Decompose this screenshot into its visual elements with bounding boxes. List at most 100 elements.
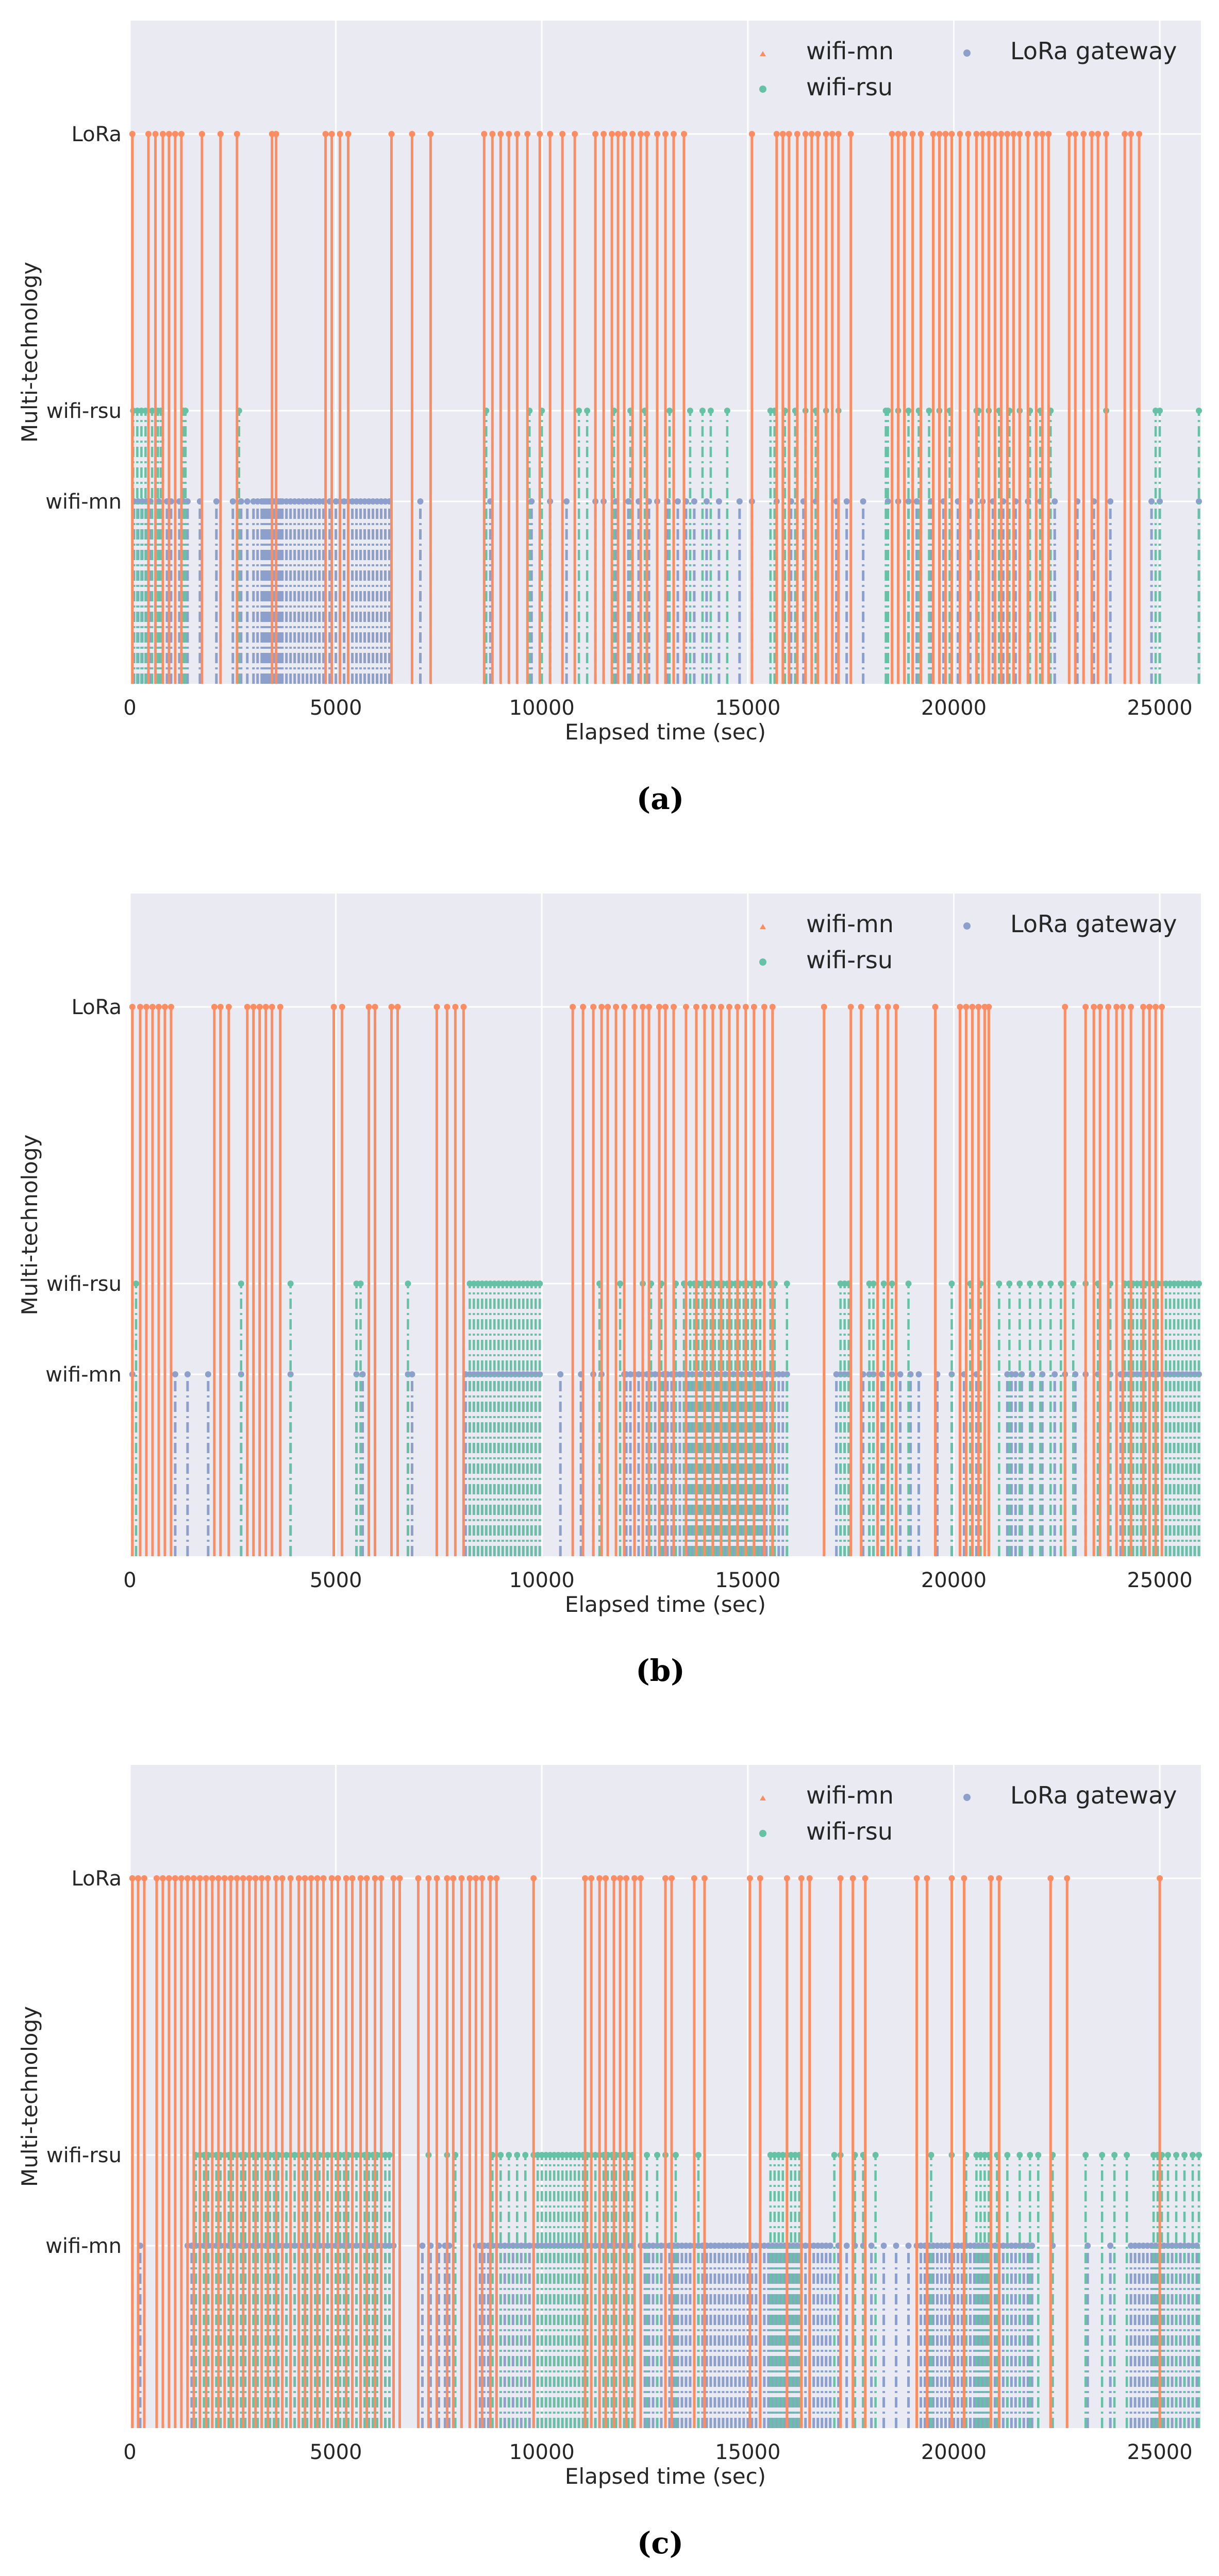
event-marker [884,1004,891,1010]
event-marker [942,131,949,137]
x-tick-label: 10000 [509,1569,575,1592]
x-tick-label: 5000 [310,2440,362,2464]
event-marker [860,498,866,504]
series-wifi-rsu [132,1281,1203,1556]
event-marker [353,1371,360,1377]
event-marker [205,1371,211,1377]
legend-label: wifi-mn [806,1781,894,1809]
event-marker [386,2152,393,2158]
event-marker [244,498,251,504]
event-marker [794,131,800,137]
event-marker [168,1004,174,1010]
event-marker [444,1004,450,1010]
event-marker [644,2152,650,2158]
y-axis-label: Multi-technology [17,2006,42,2187]
event-marker [460,1004,467,1010]
event-marker [746,1875,753,1881]
event-marker [715,498,722,504]
event-marker [703,498,710,504]
event-marker [497,131,504,137]
event-marker [623,1875,630,1881]
event-marker [365,1004,372,1010]
event-marker [322,131,329,137]
series-wifi-mn [129,1875,1163,2428]
event-marker [862,1875,869,1881]
event-marker [662,1004,669,1010]
event-marker [172,1875,178,1881]
event-marker [662,131,669,137]
event-marker [998,131,1005,137]
event-marker [165,1875,172,1881]
event-marker [1146,1004,1153,1010]
event-marker [1107,498,1114,504]
event-marker [506,2152,512,2158]
event-marker [262,1004,269,1010]
y-tick-label: wifi-rsu [46,2144,122,2167]
event-marker [308,1875,314,1881]
event-marker [184,1875,191,1881]
event-marker [988,1875,994,1881]
event-marker [1120,1004,1126,1010]
event-marker [1157,1875,1163,1881]
x-tick-label: 20000 [921,1569,987,1592]
event-marker [802,131,809,137]
event-marker [129,131,136,137]
event-marker [1122,131,1128,137]
event-marker [973,131,980,137]
event-marker [172,1371,178,1377]
event-marker [229,498,236,504]
event-marker [328,1875,335,1881]
legend-marker-lora-gateway [963,1794,971,1801]
event-marker [1159,1004,1165,1010]
event-marker [172,131,178,137]
y-axis-label: Multi-technology [17,262,42,443]
event-marker [137,1004,143,1010]
event-marker [1196,1371,1203,1377]
event-marker [178,1875,185,1881]
event-marker [880,1281,887,1287]
event-marker [1016,1281,1023,1287]
event-marker [190,1875,197,1881]
event-marker [868,2243,875,2249]
event-marker [707,408,714,414]
legend-marker-wifi-mn [760,51,766,56]
figure-caption: (a) [637,781,684,816]
event-marker [178,131,185,137]
event-marker [221,1875,228,1881]
event-marker [948,1371,955,1377]
event-marker [806,1875,813,1881]
event-marker [1045,131,1052,137]
event-marker [734,1004,741,1010]
chart-panel: 0 5000 10000 15000 20000 25000 wifi-mn wifi-rsu… [17,21,1203,816]
event-marker [1157,498,1163,504]
event-marker [1058,1281,1064,1287]
event-marker [930,131,937,137]
x-tick-label: 5000 [310,696,362,720]
event-marker [425,1875,432,1881]
event-marker [948,1281,955,1287]
event-marker [576,408,582,414]
event-marker [773,131,780,137]
event-marker [603,1875,609,1881]
event-marker [1027,2152,1033,2158]
x-tick-label: 25000 [1127,2440,1192,2464]
legend-label: wifi-rsu [806,73,893,101]
event-marker [889,131,895,137]
event-marker [617,1281,624,1287]
event-marker [905,408,912,414]
event-marker [481,131,488,137]
event-marker [928,2152,934,2158]
event-marker [269,1004,275,1010]
event-marker [905,498,912,504]
event-marker [444,1875,450,1881]
event-marker [695,2152,702,2158]
event-marker [349,1875,356,1881]
event-marker [680,131,687,137]
event-marker [1107,2243,1114,2249]
event-marker [674,498,681,504]
event-marker [870,1281,877,1287]
event-marker [363,1875,370,1881]
event-marker [473,1875,479,1881]
legend-marker-wifi-rsu [759,958,766,966]
